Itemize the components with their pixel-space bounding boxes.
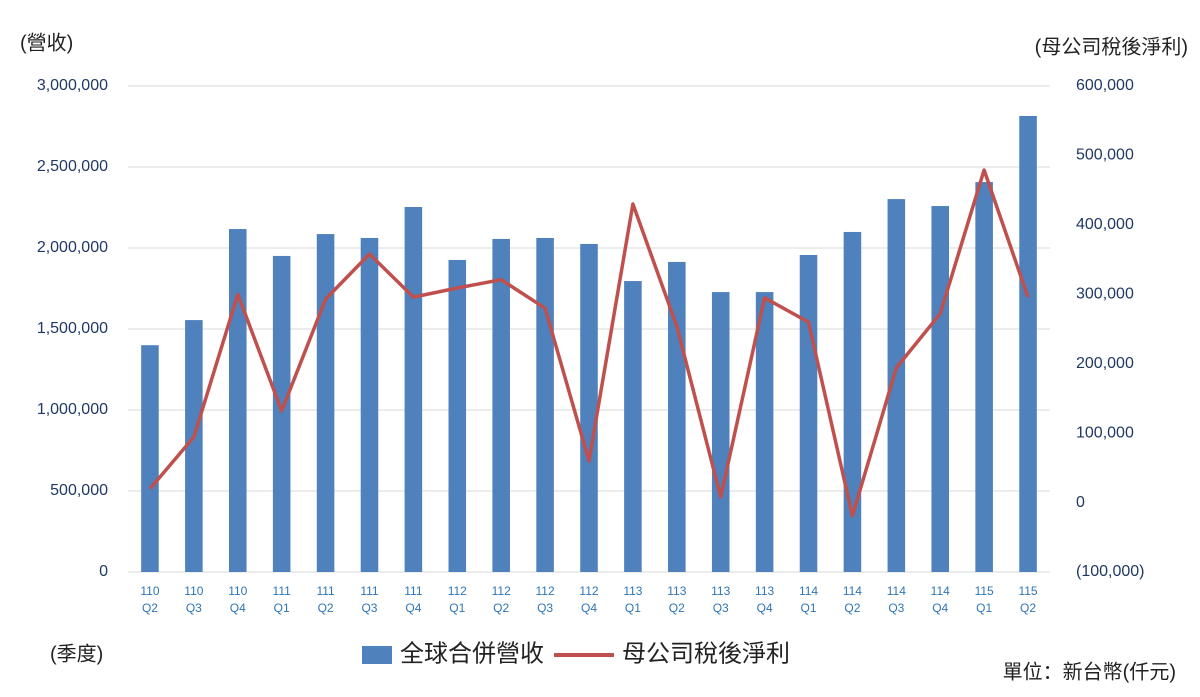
y-tick-label: 1,500,000 — [37, 320, 108, 337]
x-tick-label: 115 — [1018, 584, 1037, 598]
legend-swatch — [362, 646, 392, 664]
x-tick-label: 112 — [536, 584, 555, 598]
x-axis-label: (季度) — [50, 642, 103, 665]
x-tick-label: Q4 — [230, 601, 246, 615]
y-tick-label: 2,500,000 — [37, 158, 108, 175]
x-tick-label: 114 — [843, 584, 862, 598]
x-tick-label: 110 — [184, 584, 203, 598]
x-tick-label: 112 — [448, 584, 467, 598]
bar — [316, 234, 335, 572]
x-tick-label: Q3 — [361, 601, 377, 615]
unit-note: 單位：新台幣(仟元) — [1003, 660, 1176, 683]
x-tick-label: 115 — [975, 584, 994, 598]
line — [148, 168, 1030, 518]
y2-axis-label: (母公司稅後淨利) — [1035, 35, 1188, 58]
bar — [624, 281, 642, 572]
bar — [448, 259, 467, 572]
y-tick-label: 2,000,000 — [37, 239, 108, 256]
bar — [755, 292, 774, 572]
bar — [843, 231, 862, 572]
y-axis-label: (營收) — [20, 31, 73, 54]
x-tick-label: Q2 — [1020, 601, 1036, 615]
bar — [711, 292, 730, 572]
y2-tick-label: (100,000) — [1076, 563, 1145, 580]
x-tick-label: Q1 — [449, 601, 465, 615]
bar — [228, 229, 247, 572]
x-tick-label: 111 — [360, 584, 379, 598]
bar — [1019, 115, 1037, 572]
bar — [975, 182, 993, 573]
x-tick-label: Q1 — [274, 601, 290, 615]
y2-tick-label: 600,000 — [1076, 77, 1134, 94]
x-tick-label: 110 — [140, 584, 159, 598]
x-tick-label: Q2 — [844, 601, 860, 615]
x-tick-label: Q1 — [625, 601, 641, 615]
bar — [404, 207, 423, 572]
y2-tick-label: 200,000 — [1076, 355, 1134, 372]
x-tick-label: 114 — [931, 584, 950, 598]
x-tick-label: 113 — [711, 584, 730, 598]
y-tick-label: 0 — [99, 563, 108, 580]
bar — [492, 238, 510, 573]
x-tick-label: 113 — [755, 584, 774, 598]
y2-tick-label: 0 — [1076, 494, 1085, 511]
bar — [931, 206, 950, 573]
x-tick-label: 112 — [492, 584, 511, 598]
x-tick-label: Q4 — [581, 601, 597, 615]
x-tick-label: Q1 — [976, 601, 992, 615]
x-tick-label: Q3 — [888, 601, 904, 615]
y-tick-label: 1,000,000 — [37, 401, 108, 418]
bar — [185, 320, 203, 572]
bar — [141, 345, 159, 572]
bar — [360, 237, 379, 572]
x-tick-label: 114 — [799, 584, 818, 598]
x-tick-label: 111 — [273, 584, 292, 598]
bar — [580, 243, 598, 572]
x-tick-label: 114 — [887, 584, 906, 598]
x-tick-label: Q3 — [537, 601, 553, 615]
x-tick-label: 111 — [316, 584, 335, 598]
x-tick-label: Q3 — [713, 601, 729, 615]
y2-tick-label: 300,000 — [1076, 286, 1134, 303]
x-tick-label: Q4 — [757, 601, 773, 615]
x-tick-label: 112 — [579, 584, 598, 598]
x-tick-label: Q1 — [801, 601, 817, 615]
bar — [799, 254, 818, 572]
x-tick-label: 111 — [404, 584, 423, 598]
x-tick-label: Q4 — [405, 601, 421, 615]
x-tick-label: 110 — [228, 584, 247, 598]
y2-tick-label: 100,000 — [1076, 424, 1134, 441]
y2-tick-label: 500,000 — [1076, 147, 1134, 164]
x-tick-label: Q2 — [318, 601, 334, 615]
bar — [272, 255, 291, 573]
y-tick-label: 500,000 — [50, 482, 108, 499]
legend-label: 全球合併營收 — [400, 640, 544, 667]
x-tick-label: Q4 — [932, 601, 948, 615]
y2-tick-label: 400,000 — [1076, 216, 1134, 233]
x-tick-label: Q2 — [493, 601, 509, 615]
legend-label: 母公司稅後淨利 — [622, 640, 790, 667]
x-tick-label: 113 — [667, 584, 686, 598]
bar — [887, 199, 906, 573]
x-tick-label: Q2 — [669, 601, 685, 615]
x-tick-label: 113 — [623, 584, 642, 598]
y-tick-label: 3,000,000 — [37, 77, 108, 94]
x-tick-label: Q3 — [186, 601, 202, 615]
x-tick-label: Q2 — [142, 601, 158, 615]
bar — [536, 237, 554, 572]
